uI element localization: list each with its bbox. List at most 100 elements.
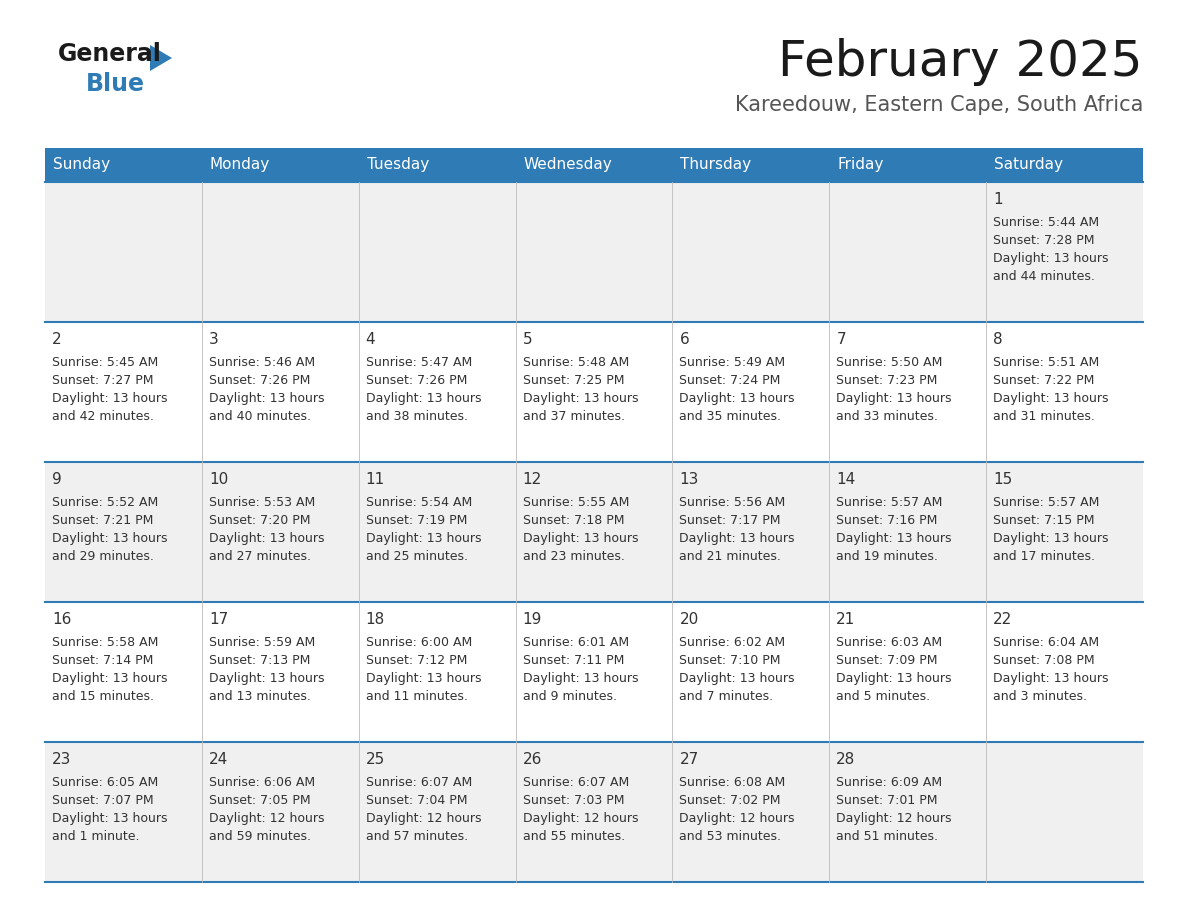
- Text: Sunset: 7:08 PM: Sunset: 7:08 PM: [993, 654, 1095, 667]
- Text: and 19 minutes.: and 19 minutes.: [836, 550, 939, 563]
- Bar: [516, 182, 672, 322]
- Text: Sunrise: 6:00 AM: Sunrise: 6:00 AM: [366, 636, 472, 649]
- Bar: [516, 462, 672, 602]
- Text: 18: 18: [366, 612, 385, 627]
- Text: Sunrise: 5:56 AM: Sunrise: 5:56 AM: [680, 496, 785, 509]
- Text: 27: 27: [680, 752, 699, 767]
- Text: Friday: Friday: [838, 158, 884, 173]
- Text: Sunset: 7:05 PM: Sunset: 7:05 PM: [209, 794, 310, 807]
- Text: Sunrise: 5:53 AM: Sunrise: 5:53 AM: [209, 496, 315, 509]
- Text: Sunrise: 5:59 AM: Sunrise: 5:59 AM: [209, 636, 315, 649]
- Text: and 51 minutes.: and 51 minutes.: [836, 830, 939, 843]
- Text: Daylight: 12 hours: Daylight: 12 hours: [680, 812, 795, 825]
- Bar: [986, 148, 1143, 182]
- Text: Sunset: 7:21 PM: Sunset: 7:21 PM: [52, 514, 153, 527]
- Bar: [829, 462, 986, 602]
- Bar: [202, 182, 359, 322]
- Bar: [359, 182, 516, 322]
- Text: Sunrise: 5:51 AM: Sunrise: 5:51 AM: [993, 356, 1099, 369]
- Text: Sunset: 7:10 PM: Sunset: 7:10 PM: [680, 654, 781, 667]
- Text: Sunrise: 6:08 AM: Sunrise: 6:08 AM: [680, 776, 785, 789]
- Bar: [829, 602, 986, 742]
- Text: Sunset: 7:26 PM: Sunset: 7:26 PM: [209, 374, 310, 387]
- Text: Sunrise: 5:54 AM: Sunrise: 5:54 AM: [366, 496, 472, 509]
- Text: and 17 minutes.: and 17 minutes.: [993, 550, 1095, 563]
- Text: and 57 minutes.: and 57 minutes.: [366, 830, 468, 843]
- Bar: [45, 322, 202, 462]
- Text: Daylight: 12 hours: Daylight: 12 hours: [523, 812, 638, 825]
- Text: 16: 16: [52, 612, 71, 627]
- Text: Sunrise: 5:49 AM: Sunrise: 5:49 AM: [680, 356, 785, 369]
- Bar: [986, 742, 1143, 882]
- Text: Daylight: 13 hours: Daylight: 13 hours: [523, 532, 638, 545]
- Text: 15: 15: [993, 472, 1012, 487]
- Text: Sunset: 7:18 PM: Sunset: 7:18 PM: [523, 514, 624, 527]
- Text: Sunday: Sunday: [53, 158, 110, 173]
- Text: Sunrise: 6:09 AM: Sunrise: 6:09 AM: [836, 776, 942, 789]
- Text: Sunset: 7:01 PM: Sunset: 7:01 PM: [836, 794, 937, 807]
- Bar: [359, 602, 516, 742]
- Text: Sunrise: 6:05 AM: Sunrise: 6:05 AM: [52, 776, 158, 789]
- Bar: [202, 742, 359, 882]
- Text: and 55 minutes.: and 55 minutes.: [523, 830, 625, 843]
- Text: Daylight: 13 hours: Daylight: 13 hours: [680, 532, 795, 545]
- Text: Daylight: 13 hours: Daylight: 13 hours: [366, 392, 481, 405]
- Bar: [45, 182, 202, 322]
- Text: Daylight: 13 hours: Daylight: 13 hours: [209, 392, 324, 405]
- Text: Sunrise: 6:07 AM: Sunrise: 6:07 AM: [523, 776, 628, 789]
- Text: and 1 minute.: and 1 minute.: [52, 830, 139, 843]
- Text: Sunrise: 5:46 AM: Sunrise: 5:46 AM: [209, 356, 315, 369]
- Text: 8: 8: [993, 332, 1003, 347]
- Text: 5: 5: [523, 332, 532, 347]
- Bar: [516, 322, 672, 462]
- Text: Daylight: 12 hours: Daylight: 12 hours: [366, 812, 481, 825]
- Text: Daylight: 13 hours: Daylight: 13 hours: [52, 672, 168, 685]
- Text: Daylight: 13 hours: Daylight: 13 hours: [52, 812, 168, 825]
- Text: 2: 2: [52, 332, 62, 347]
- Bar: [516, 742, 672, 882]
- Text: and 13 minutes.: and 13 minutes.: [209, 690, 311, 703]
- Text: Sunset: 7:26 PM: Sunset: 7:26 PM: [366, 374, 467, 387]
- Text: and 29 minutes.: and 29 minutes.: [52, 550, 154, 563]
- Text: and 3 minutes.: and 3 minutes.: [993, 690, 1087, 703]
- Text: 12: 12: [523, 472, 542, 487]
- Text: Sunset: 7:04 PM: Sunset: 7:04 PM: [366, 794, 467, 807]
- Bar: [516, 148, 672, 182]
- Text: Sunset: 7:19 PM: Sunset: 7:19 PM: [366, 514, 467, 527]
- Text: and 15 minutes.: and 15 minutes.: [52, 690, 154, 703]
- Bar: [829, 742, 986, 882]
- Text: Tuesday: Tuesday: [367, 158, 429, 173]
- Bar: [672, 602, 829, 742]
- Text: 1: 1: [993, 192, 1003, 207]
- Text: Sunrise: 5:58 AM: Sunrise: 5:58 AM: [52, 636, 158, 649]
- Text: and 31 minutes.: and 31 minutes.: [993, 410, 1095, 423]
- Text: 10: 10: [209, 472, 228, 487]
- Text: Sunset: 7:27 PM: Sunset: 7:27 PM: [52, 374, 153, 387]
- Text: Sunrise: 6:03 AM: Sunrise: 6:03 AM: [836, 636, 942, 649]
- Text: Blue: Blue: [86, 72, 145, 96]
- Bar: [672, 182, 829, 322]
- Text: Thursday: Thursday: [681, 158, 752, 173]
- Text: 25: 25: [366, 752, 385, 767]
- Text: Sunset: 7:23 PM: Sunset: 7:23 PM: [836, 374, 937, 387]
- Text: and 23 minutes.: and 23 minutes.: [523, 550, 625, 563]
- Text: 3: 3: [209, 332, 219, 347]
- Text: Sunset: 7:12 PM: Sunset: 7:12 PM: [366, 654, 467, 667]
- Text: and 44 minutes.: and 44 minutes.: [993, 270, 1095, 283]
- Text: Sunrise: 6:01 AM: Sunrise: 6:01 AM: [523, 636, 628, 649]
- Text: Sunset: 7:24 PM: Sunset: 7:24 PM: [680, 374, 781, 387]
- Bar: [202, 462, 359, 602]
- Text: Sunrise: 5:57 AM: Sunrise: 5:57 AM: [993, 496, 1100, 509]
- Text: Sunset: 7:17 PM: Sunset: 7:17 PM: [680, 514, 781, 527]
- Text: Daylight: 13 hours: Daylight: 13 hours: [993, 252, 1108, 265]
- Bar: [672, 322, 829, 462]
- Text: and 11 minutes.: and 11 minutes.: [366, 690, 468, 703]
- Text: 26: 26: [523, 752, 542, 767]
- Bar: [986, 462, 1143, 602]
- Text: Daylight: 12 hours: Daylight: 12 hours: [836, 812, 952, 825]
- Text: 24: 24: [209, 752, 228, 767]
- Bar: [45, 462, 202, 602]
- Text: Sunrise: 5:48 AM: Sunrise: 5:48 AM: [523, 356, 628, 369]
- Text: Sunrise: 5:55 AM: Sunrise: 5:55 AM: [523, 496, 628, 509]
- Text: Sunrise: 5:44 AM: Sunrise: 5:44 AM: [993, 216, 1099, 229]
